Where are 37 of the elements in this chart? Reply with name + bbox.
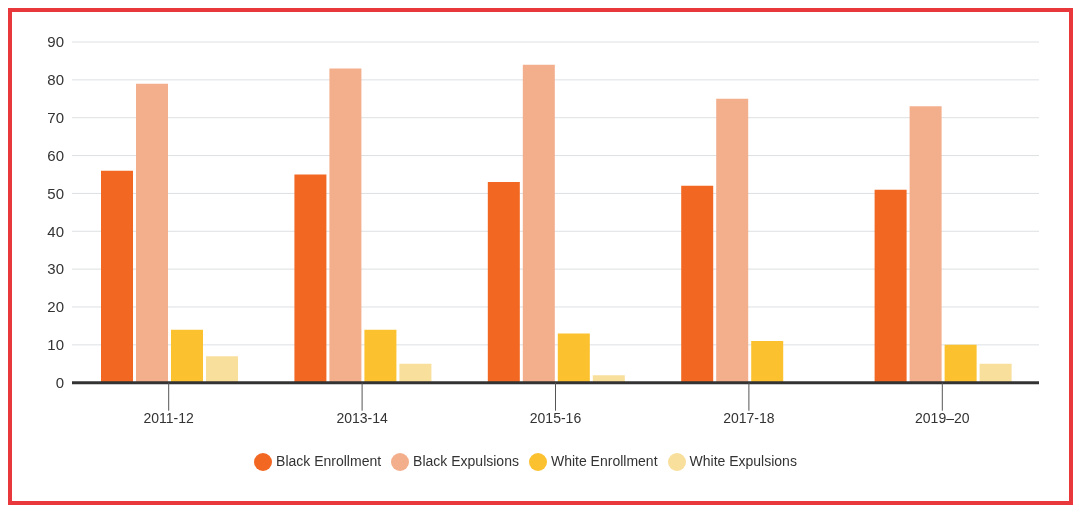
bar <box>171 329 204 383</box>
bar <box>944 344 977 383</box>
bar <box>206 356 239 383</box>
bar <box>329 68 362 383</box>
y-tick-label: 40 <box>47 222 64 240</box>
bar <box>364 329 397 383</box>
y-tick-label: 70 <box>47 109 64 127</box>
y-tick-label: 80 <box>47 71 64 89</box>
y-tick-label: 30 <box>47 260 64 278</box>
legend-label: White Expulsions <box>689 452 797 469</box>
x-tick-label: 2015-16 <box>529 409 582 426</box>
bar <box>101 170 134 383</box>
bar <box>522 64 555 383</box>
bar <box>557 333 590 383</box>
bar <box>487 182 520 383</box>
bar <box>751 341 784 383</box>
bar <box>294 174 327 383</box>
y-tick-label: 50 <box>47 184 64 202</box>
y-tick-label: 20 <box>47 298 64 316</box>
x-tick-label: 2013-14 <box>336 409 388 426</box>
x-tick-label: 2019–20 <box>915 409 970 426</box>
bar <box>874 189 907 383</box>
legend-label: Black Enrollment <box>276 452 382 469</box>
legend-label: White Enrollment <box>550 452 658 469</box>
y-tick-label: 90 <box>47 33 64 51</box>
y-tick-label: 10 <box>47 336 64 354</box>
bar <box>136 83 169 383</box>
y-tick-label: 60 <box>47 146 64 164</box>
x-tick-label: 2017-18 <box>723 409 775 426</box>
bar <box>399 363 432 383</box>
bar <box>716 98 749 383</box>
bar <box>681 185 714 383</box>
legend-label: Black Expulsions <box>413 452 519 469</box>
y-tick-label: 0 <box>55 374 64 392</box>
x-tick-label: 2011-12 <box>143 409 195 426</box>
bar <box>979 363 1012 383</box>
bar <box>909 106 942 383</box>
